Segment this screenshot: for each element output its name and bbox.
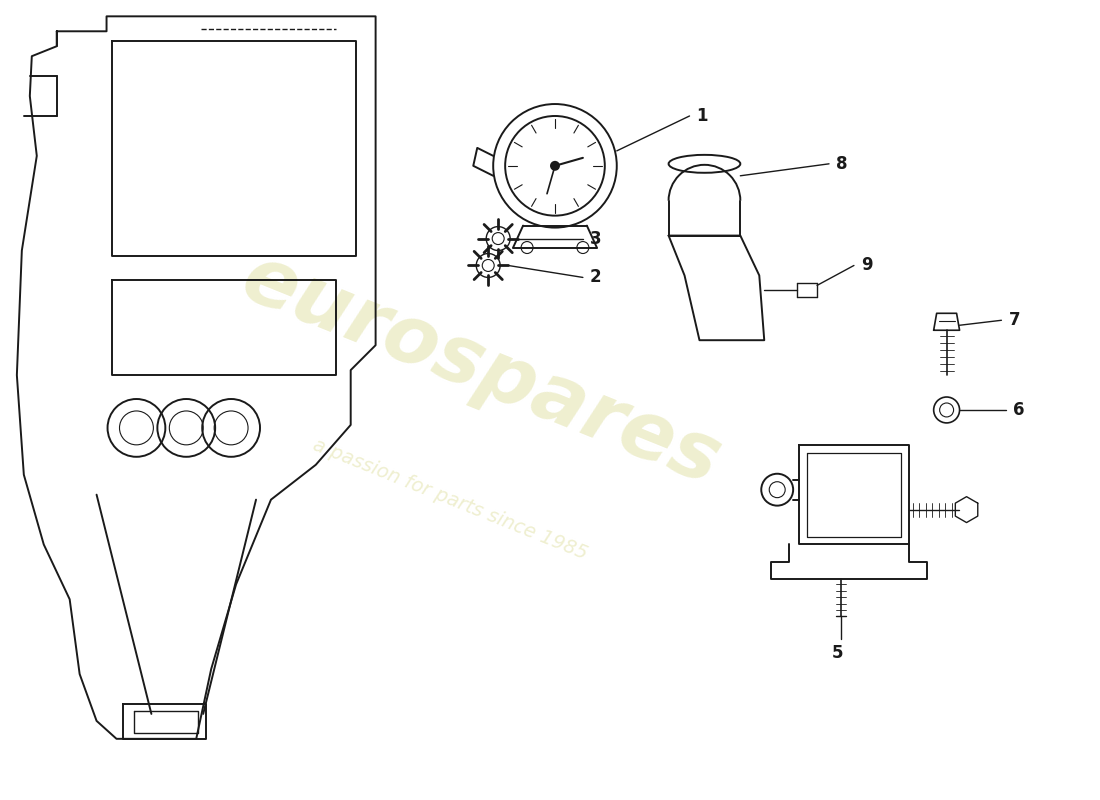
Text: 2: 2 xyxy=(590,269,602,286)
Text: 5: 5 xyxy=(832,644,843,662)
Text: 8: 8 xyxy=(836,155,847,173)
Text: 7: 7 xyxy=(1009,311,1020,330)
Circle shape xyxy=(551,162,559,170)
Text: 6: 6 xyxy=(1013,401,1025,419)
Text: 9: 9 xyxy=(861,257,872,274)
Text: eurospares: eurospares xyxy=(230,238,730,502)
Text: 1: 1 xyxy=(696,107,708,125)
Text: a passion for parts since 1985: a passion for parts since 1985 xyxy=(310,436,591,564)
Text: 3: 3 xyxy=(590,230,602,247)
